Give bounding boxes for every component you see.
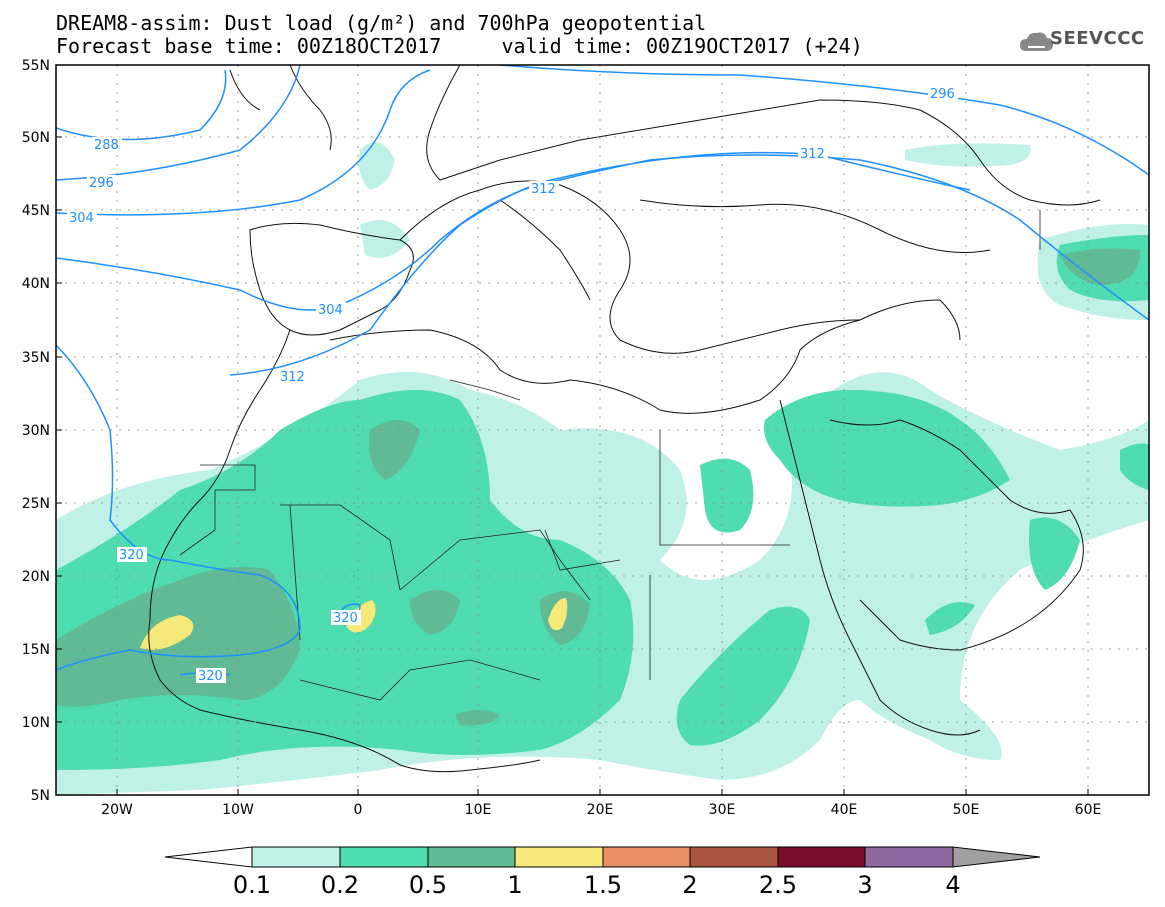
lon-axis-labels: 20W 10W 0 10E 20E 30E 40E 50E 60E: [101, 802, 1101, 818]
lat-label: 5N: [31, 788, 50, 804]
lat-axis-labels: 55N 50N 45N 40N 35N 30N 25N 20N 15N 10N …: [22, 58, 50, 804]
colorbar-under-triangle: [164, 846, 253, 868]
contour-label: 320: [119, 548, 144, 563]
colorbar: [164, 846, 1041, 868]
logo-text: SEEVCCC: [1050, 28, 1145, 49]
contour-label: 312: [800, 147, 825, 162]
colorbar-label: 0.1: [233, 871, 271, 899]
coastlines: [148, 65, 1101, 773]
lon-label: 60E: [1075, 802, 1102, 818]
lon-label: 10W: [222, 802, 254, 818]
lon-label: 20E: [587, 802, 614, 818]
map-area: [56, 65, 1149, 795]
colorbar-swatch: [339, 846, 429, 868]
lon-label: 50E: [953, 802, 980, 818]
geopotential-contours: [56, 65, 1149, 676]
axis-ticks: [56, 64, 1089, 796]
colorbar-swatch: [602, 846, 691, 868]
lat-label: 20N: [22, 569, 50, 585]
map-title-line1: DREAM8-assim: Dust load (g/m²) and 700hP…: [56, 11, 707, 35]
colorbar-label: 2.5: [759, 871, 797, 899]
lat-label: 55N: [22, 58, 50, 74]
contour-label-group: 288 296 304 304 312 296 312 312 320 320 …: [67, 86, 958, 684]
colorbar-swatch: [777, 846, 866, 868]
contour-label: 320: [333, 611, 358, 626]
colorbar-swatch: [864, 846, 954, 868]
colorbar-swatch: [427, 846, 516, 868]
contour-label: 288: [94, 138, 119, 153]
contour-label: 296: [930, 87, 955, 102]
lon-label: 10E: [465, 802, 492, 818]
colorbar-label: 0.5: [409, 871, 447, 899]
lon-label: 20W: [101, 802, 133, 818]
contour-label: 320: [198, 669, 223, 684]
lat-label: 25N: [22, 496, 50, 512]
colorbar-swatch: [689, 846, 779, 868]
colorbar-label: 2: [682, 871, 697, 899]
colorbar-label: 1.5: [584, 871, 622, 899]
lat-label: 35N: [22, 350, 50, 366]
colorbar-swatch: [251, 846, 341, 868]
lat-label: 10N: [22, 715, 50, 731]
contour-label: 304: [69, 211, 94, 226]
colorbar-over-triangle: [952, 846, 1041, 868]
colorbar-label: 1: [507, 871, 522, 899]
lon-label: 30E: [709, 802, 736, 818]
lon-label: 40E: [831, 802, 858, 818]
lat-label: 50N: [22, 130, 50, 146]
colorbar-label: 3: [857, 871, 872, 899]
lat-label: 15N: [22, 642, 50, 658]
contour-label: 312: [280, 370, 305, 385]
colorbar-label: 4: [945, 871, 960, 899]
cloud-icon: [1020, 32, 1053, 51]
contour-label: 296: [89, 176, 114, 191]
contour-label: 304: [318, 303, 343, 318]
colorbar-label: 0.2: [321, 871, 359, 899]
contour-label: 312: [531, 182, 556, 197]
lon-label: 0: [354, 802, 363, 818]
lat-label: 45N: [22, 203, 50, 219]
map-title-line2: Forecast base time: 00Z18OCT2017 valid t…: [56, 34, 863, 58]
lat-label: 40N: [22, 276, 50, 292]
lat-label: 30N: [22, 423, 50, 439]
colorbar-swatch: [514, 846, 604, 868]
colorbar-labels: 0.1 0.2 0.5 1 1.5 2 2.5 3 4: [233, 871, 961, 899]
